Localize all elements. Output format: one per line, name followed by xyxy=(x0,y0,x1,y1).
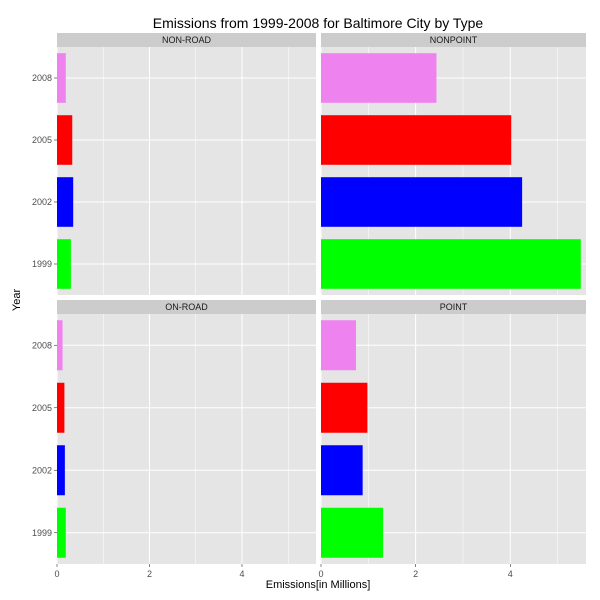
facet-on-road: ON-ROAD 1999 2002 2005 2008 0 2 4 xyxy=(32,300,316,579)
bar-nonpoint-2005 xyxy=(321,115,512,165)
bar-point-2002 xyxy=(321,445,363,496)
facet-strip-label-on-road: ON-ROAD xyxy=(165,302,208,312)
panel-background-non-road xyxy=(57,47,316,295)
facet-strip-non-road xyxy=(57,33,316,47)
chart-title: Emissions from 1999-2008 for Baltimore C… xyxy=(153,15,484,31)
facet-strip-label-nonpoint: NONPOINT xyxy=(430,35,478,45)
facet-strip-label-point: POINT xyxy=(440,302,468,312)
x-tick-label: 4 xyxy=(239,569,244,579)
y-tick-label: 2002 xyxy=(32,197,52,207)
bar-on-road-1999 xyxy=(57,507,66,558)
facet-non-road: NON-ROAD 1999 2002 2005 2008 xyxy=(32,33,316,295)
y-axis-title: Year xyxy=(11,289,23,312)
y-tick-label: 2008 xyxy=(32,340,52,350)
facet-nonpoint: NONPOINT xyxy=(320,33,586,295)
facet-strip-point xyxy=(321,300,586,314)
y-tick-label: 2002 xyxy=(32,465,52,475)
x-tick-label: 0 xyxy=(54,569,59,579)
bar-point-2008 xyxy=(321,320,357,371)
bar-nonpoint-1999 xyxy=(321,239,581,289)
y-tick-label: 2005 xyxy=(32,135,52,145)
bar-point-2005 xyxy=(321,382,368,433)
bar-non-road-2002 xyxy=(57,177,74,227)
y-tick-label: 2005 xyxy=(32,403,52,413)
bar-point-1999 xyxy=(321,507,383,558)
facet-strip-on-road xyxy=(57,300,316,314)
bar-on-road-2002 xyxy=(57,445,65,496)
x-axis-title: Emissions[in Millions] xyxy=(266,579,371,591)
facet-panels: NON-ROAD1999200220052008NONPOINTON-ROAD1… xyxy=(32,33,586,579)
bar-non-road-1999 xyxy=(57,239,71,289)
x-tick-label: 2 xyxy=(413,569,418,579)
bar-non-road-2005 xyxy=(57,115,73,165)
bar-nonpoint-2002 xyxy=(321,177,523,227)
facet-strip-label-non-road: NON-ROAD xyxy=(162,35,211,45)
y-tick-label: 1999 xyxy=(32,259,52,269)
bar-non-road-2008 xyxy=(57,53,66,103)
facet-point: POINT 0 2 4 xyxy=(318,300,586,579)
x-tick-label: 0 xyxy=(318,569,323,579)
y-tick-label: 2008 xyxy=(32,73,52,83)
y-tick-label: 1999 xyxy=(32,528,52,538)
panel-background-on-road xyxy=(57,314,316,564)
bar-on-road-2005 xyxy=(57,382,65,433)
x-tick-label: 2 xyxy=(147,569,152,579)
bar-on-road-2008 xyxy=(57,320,63,371)
x-tick-label: 4 xyxy=(508,569,513,579)
bar-nonpoint-2008 xyxy=(321,53,437,103)
facet-strip-nonpoint xyxy=(321,33,586,47)
